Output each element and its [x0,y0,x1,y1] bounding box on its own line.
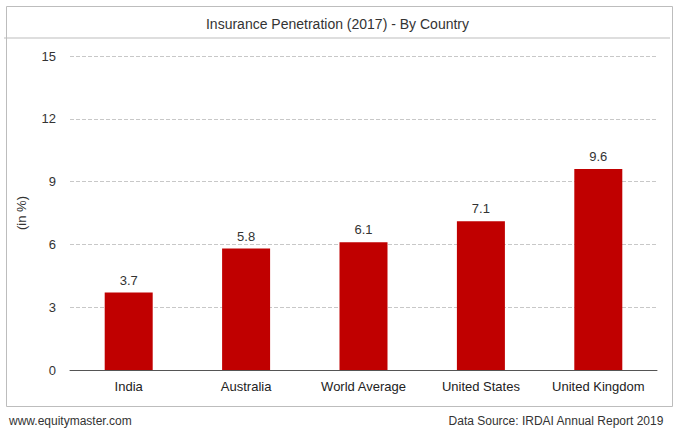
svg-text:7.1: 7.1 [472,201,490,216]
svg-text:India: India [115,379,144,394]
svg-text:3: 3 [49,300,56,315]
svg-text:9: 9 [49,174,56,189]
svg-text:12: 12 [42,111,56,126]
svg-text:Insurance Penetration (2017) -: Insurance Penetration (2017) - By Countr… [206,16,469,32]
svg-text:United Kingdom: United Kingdom [552,379,645,394]
svg-text:United States: United States [442,379,521,394]
svg-text:Data Source: IRDAI Annual Repo: Data Source: IRDAI Annual Report 2019 [449,414,664,428]
svg-text:15: 15 [42,49,56,64]
svg-text:6: 6 [49,237,56,252]
svg-text:3.7: 3.7 [120,273,138,288]
svg-text:Australia: Australia [221,379,272,394]
svg-text:9.6: 9.6 [589,149,607,164]
svg-text:(in %): (in %) [14,196,29,230]
svg-text:5.8: 5.8 [237,229,255,244]
svg-text:www.equitymaster.com: www.equitymaster.com [8,414,132,428]
svg-text:6.1: 6.1 [354,222,372,237]
svg-text:0: 0 [49,363,56,378]
svg-text:World Average: World Average [321,379,406,394]
